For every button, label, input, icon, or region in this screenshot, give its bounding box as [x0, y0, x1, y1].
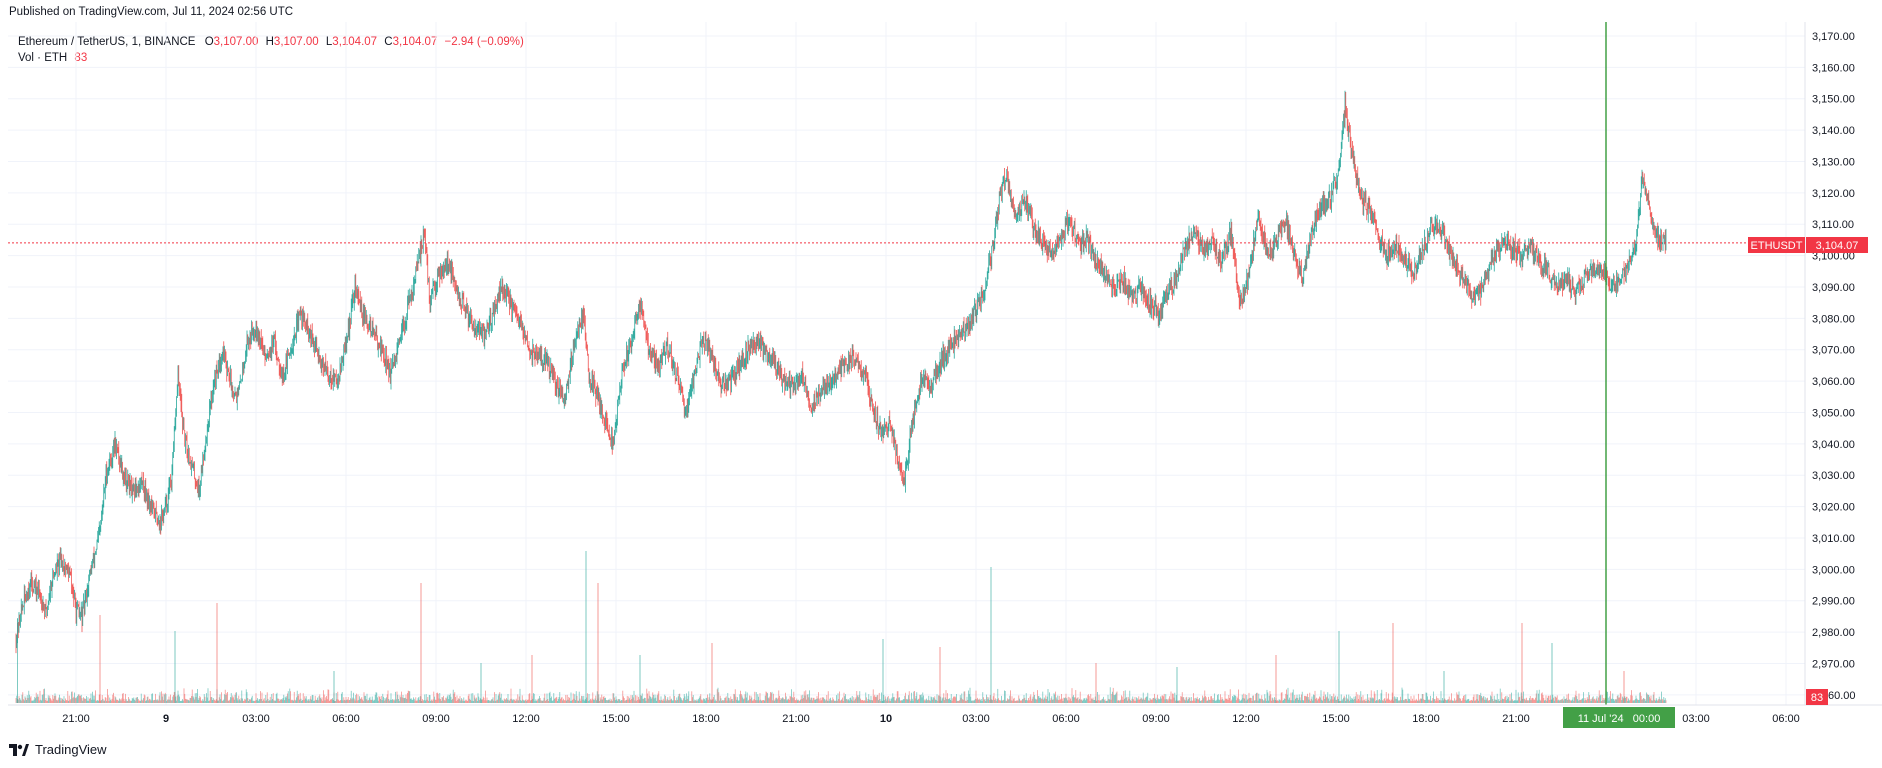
high-value: 3,107.00 — [273, 36, 319, 48]
price-tick-label: 3,100.00 — [1812, 251, 1855, 263]
time-tick-label: 21:00 — [782, 713, 810, 725]
time-tick-label: 03:00 — [962, 713, 990, 725]
low-value: 3,104.07 — [332, 36, 378, 48]
volume-row: Vol · ETH 83 — [18, 50, 524, 66]
symbol-label[interactable]: Ethereum / TetherUS, 1, BINANCE — [18, 36, 196, 48]
high-label: H — [265, 36, 274, 48]
price-tick-label: 3,150.00 — [1812, 94, 1855, 106]
price-badge-value: 3,104.07 — [1816, 240, 1859, 252]
low-label: L — [325, 36, 333, 48]
price-tick-label: 3,070.00 — [1812, 345, 1855, 357]
volume-badge-value: 83 — [1811, 692, 1823, 704]
volume-label[interactable]: Vol · ETH — [18, 52, 68, 64]
ohlc-row: Ethereum / TetherUS, 1, BINANCE O3,107.0… — [18, 34, 524, 50]
price-axis[interactable]: 2,970.00 2,980.00 2,990.00 3,000.00 3,010.00… — [1812, 31, 1856, 702]
time-tick-label: 06:00 — [332, 713, 360, 725]
time-tick-label: 18:00 — [1412, 713, 1440, 725]
price-tick-label: 3,160.00 — [1812, 62, 1855, 74]
volume-value: 83 — [74, 52, 88, 64]
time-tick-label: 06:00 — [1772, 713, 1800, 725]
price-tick-label: 3,130.00 — [1812, 156, 1855, 168]
price-tick-label: 3,010.00 — [1812, 533, 1855, 545]
price-tick-label: 3,050.00 — [1812, 407, 1855, 419]
time-tick-label: 12:00 — [512, 713, 540, 725]
time-tick-label: 18:00 — [692, 713, 720, 725]
time-tick-label: 15:00 — [602, 713, 630, 725]
price-tick-label: 3,110.00 — [1812, 219, 1854, 231]
price-tick-label: 3,090.00 — [1812, 282, 1855, 294]
change-value: −2.94 (−0.09%) — [444, 36, 524, 48]
grid — [8, 22, 1805, 705]
price-tick-label: 3,140.00 — [1812, 125, 1855, 137]
time-axis[interactable]: 21:00 9 03:00 06:00 09:00 12:00 15:00 18:00 21:0… — [62, 713, 1800, 725]
time-tick-label: 09:00 — [1142, 713, 1170, 725]
time-tick-label: 9 — [163, 713, 169, 725]
price-tick-label: 3,170.00 — [1812, 31, 1855, 43]
time-tick-label: 15:00 — [1322, 713, 1350, 725]
time-tick-label: 21:00 — [1502, 713, 1530, 725]
time-tick-label: 09:00 — [422, 713, 450, 725]
price-tick-label: 3,120.00 — [1812, 188, 1855, 200]
price-badge: ETHUSDT 3,104.07 — [1748, 237, 1868, 253]
close-label: C — [384, 36, 393, 48]
price-tick-label: 2,970.00 — [1812, 658, 1855, 670]
crosshair-time-text: 11 Jul '24 00:00 — [1578, 713, 1661, 725]
candles — [15, 90, 1667, 654]
open-label: O — [204, 36, 214, 48]
price-tick-label: 2,990.00 — [1812, 596, 1855, 608]
time-tick-label: 10 — [880, 713, 892, 725]
price-tick-label: 3,060.00 — [1812, 376, 1855, 388]
time-tick-label: 21:00 — [62, 713, 90, 725]
volume-bars — [15, 551, 1667, 703]
price-tick-label: 60.00 — [1828, 690, 1856, 702]
footer-brand[interactable]: TradingView — [9, 742, 107, 757]
price-tick-label: 3,030.00 — [1812, 470, 1855, 482]
time-tick-label: 03:00 — [1682, 713, 1710, 725]
close-value: 3,104.07 — [392, 36, 438, 48]
crosshair-time-label: 11 Jul '24 00:00 — [1563, 707, 1675, 728]
time-tick-label: 06:00 — [1052, 713, 1080, 725]
price-tick-label: 3,080.00 — [1812, 313, 1855, 325]
price-badge-symbol: ETHUSDT — [1751, 240, 1803, 252]
time-tick-label: 03:00 — [242, 713, 270, 725]
footer-brand-text: TradingView — [35, 742, 107, 757]
published-note: Published on TradingView.com, Jul 11, 20… — [9, 6, 294, 18]
price-tick-label: 2,980.00 — [1812, 627, 1855, 639]
tradingview-logo-icon — [9, 743, 29, 756]
open-value: 3,107.00 — [213, 36, 259, 48]
price-tick-label: 3,000.00 — [1812, 564, 1855, 576]
price-tick-label: 3,040.00 — [1812, 439, 1855, 451]
price-tick-label: 3,020.00 — [1812, 502, 1855, 514]
volume-badge: 83 — [1806, 689, 1828, 705]
time-tick-label: 12:00 — [1232, 713, 1260, 725]
chart-legend: Ethereum / TetherUS, 1, BINANCE O3,107.0… — [18, 34, 524, 66]
